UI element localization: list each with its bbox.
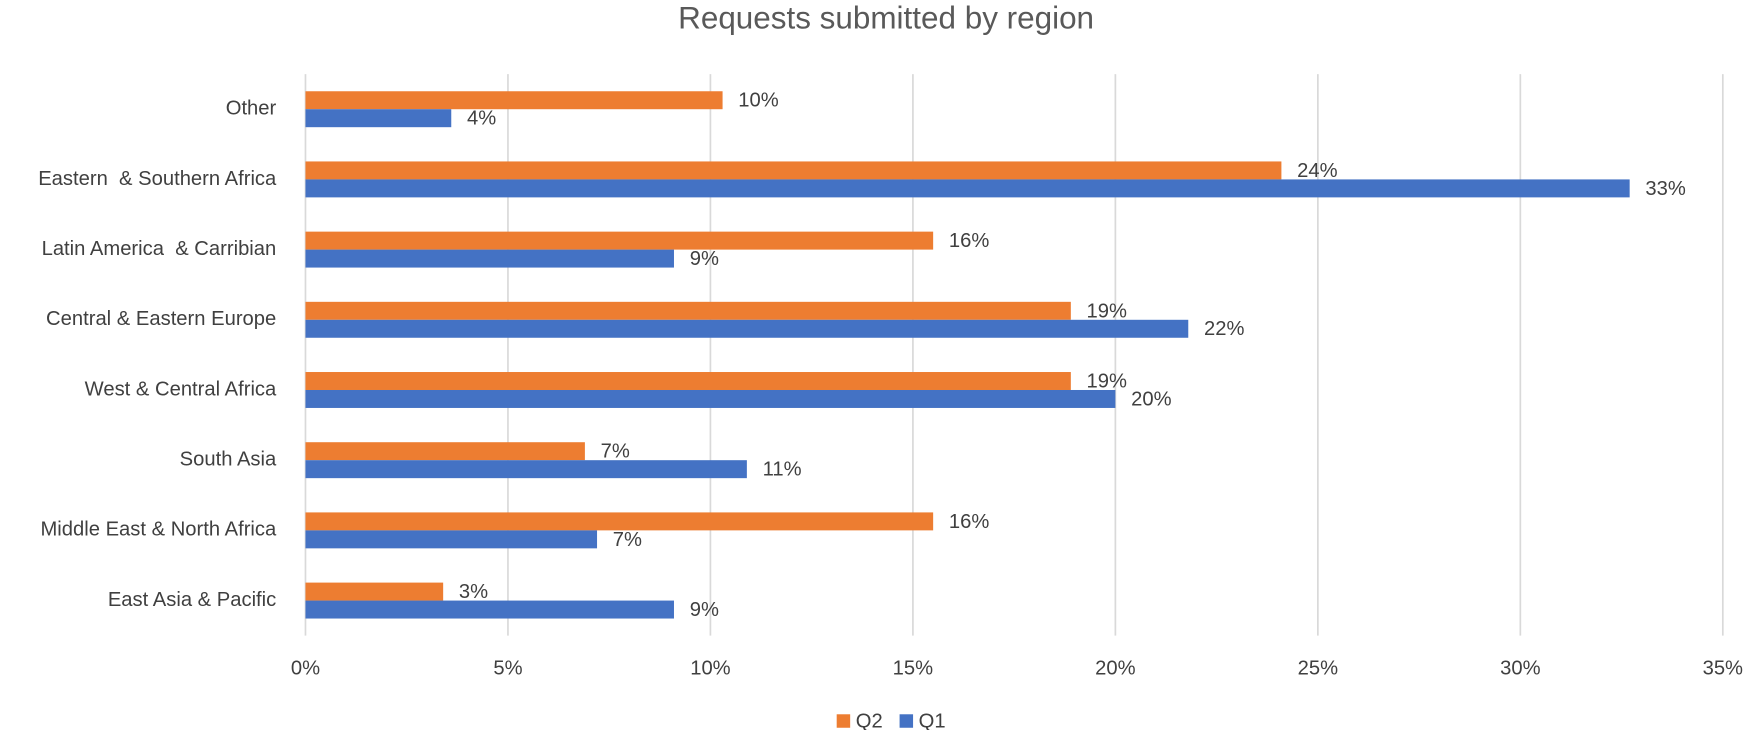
y-tick-label: Latin America & Carribian bbox=[42, 238, 277, 260]
data-label: 20% bbox=[1131, 388, 1171, 410]
bar bbox=[305, 179, 1630, 198]
bar bbox=[305, 460, 747, 479]
x-tick-label: 35% bbox=[1703, 658, 1743, 680]
data-label: 4% bbox=[467, 108, 496, 130]
x-tick-label: 10% bbox=[690, 658, 730, 680]
bar bbox=[305, 530, 598, 549]
data-label: 19% bbox=[1087, 370, 1127, 392]
x-tick-label: 15% bbox=[893, 658, 933, 680]
legend-swatch bbox=[836, 714, 851, 728]
y-tick-label: West & Central Africa bbox=[85, 378, 277, 400]
data-label: 19% bbox=[1087, 300, 1127, 322]
x-tick-label: 20% bbox=[1095, 658, 1135, 680]
data-label: 33% bbox=[1645, 178, 1685, 200]
x-tick-label: 30% bbox=[1500, 658, 1540, 680]
x-tick-label: 25% bbox=[1298, 658, 1338, 680]
x-tick-label: 5% bbox=[493, 658, 522, 680]
legend-swatch bbox=[899, 714, 914, 728]
y-tick-label: Other bbox=[226, 98, 277, 120]
data-label: 22% bbox=[1204, 318, 1244, 340]
data-label: 7% bbox=[601, 441, 630, 463]
bar bbox=[305, 582, 444, 601]
y-tick-label: Middle East & North Africa bbox=[40, 519, 277, 541]
y-tick-label: South Asia bbox=[180, 449, 277, 471]
legend-label: Q1 bbox=[919, 710, 946, 730]
data-label: 16% bbox=[949, 230, 989, 252]
data-label: 9% bbox=[690, 248, 719, 270]
data-label: 24% bbox=[1297, 160, 1337, 182]
bar bbox=[305, 109, 452, 128]
bar bbox=[305, 301, 1071, 320]
data-label: 7% bbox=[613, 529, 642, 551]
bar bbox=[305, 372, 1071, 390]
data-label: 10% bbox=[738, 90, 778, 112]
bar bbox=[305, 91, 723, 110]
data-label: 11% bbox=[763, 459, 802, 481]
y-tick-label: Eastern & Southern Africa bbox=[38, 168, 277, 190]
bar bbox=[305, 512, 934, 531]
y-tick-label: East Asia & Pacific bbox=[108, 589, 276, 611]
bar bbox=[305, 231, 934, 250]
bar bbox=[305, 600, 674, 619]
y-tick-label: Central & Eastern Europe bbox=[46, 308, 276, 330]
x-tick-label: 0% bbox=[291, 658, 320, 680]
bar bbox=[305, 161, 1282, 180]
bar bbox=[305, 442, 585, 461]
data-label: 9% bbox=[690, 599, 719, 621]
bar bbox=[305, 389, 1116, 408]
data-label: 16% bbox=[949, 511, 989, 533]
data-label: 3% bbox=[459, 581, 488, 603]
legend-label: Q2 bbox=[856, 710, 883, 730]
bar bbox=[305, 319, 1189, 338]
chart-title: Requests submitted by region bbox=[678, 1, 1094, 36]
bar bbox=[305, 249, 674, 268]
